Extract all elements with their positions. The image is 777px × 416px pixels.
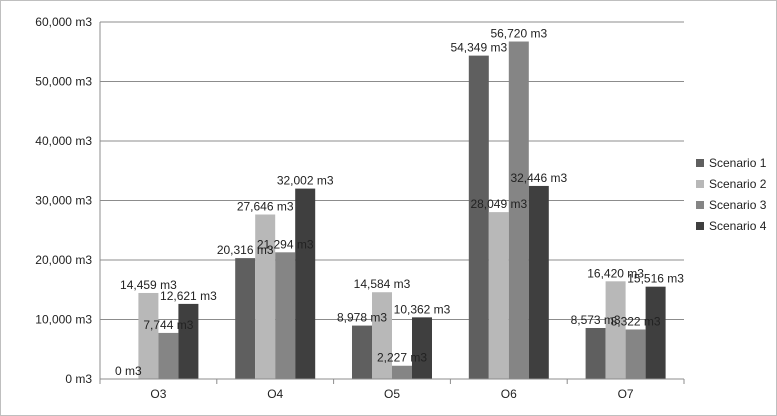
x-tick-label: O4 [267,387,283,401]
bar [158,332,179,379]
data-label: 15,516 m3 [627,272,684,286]
data-label: 32,002 m3 [277,174,334,188]
data-label: 56,720 m3 [490,27,547,41]
data-label: 10,362 m3 [394,302,451,316]
data-label: 32,446 m3 [510,171,567,185]
legend-swatch [696,201,704,209]
y-tick-label: 30,000 m3 [35,194,92,208]
bar [625,329,646,379]
legend-label: Scenario 3 [709,198,767,212]
bar [372,292,392,379]
bar [275,252,296,379]
bar [392,365,412,379]
bar [645,286,666,379]
data-label: 8,573 m3 [571,313,621,327]
legend: Scenario 1 Scenario 2 Scenario 3 Scenario 4 [696,156,767,233]
y-tick-label: 20,000 m3 [35,253,92,267]
data-label: 27,646 m3 [237,200,294,214]
data-label: 0 m3 [115,364,142,378]
data-label: 2,227 m3 [377,351,427,365]
bar [468,55,489,380]
bar [235,258,256,379]
bar [508,41,529,380]
legend-swatch [696,180,704,188]
bar [528,185,549,379]
data-label: 14,459 m3 [120,278,177,292]
bars [138,41,666,380]
legend-label: Scenario 2 [709,177,767,191]
bar [295,188,316,379]
data-label: 8,322 m3 [611,314,661,328]
x-tick-label: O3 [150,387,166,401]
data-label: 14,584 m3 [354,277,411,291]
data-label: 21,294 m3 [257,237,314,251]
legend-label: Scenario 4 [709,219,767,233]
x-tick-label: O6 [501,387,517,401]
bar [488,212,509,379]
legend-swatch [696,222,704,230]
data-label: 16,420 m3 [587,266,644,280]
legend-swatch [696,159,704,167]
y-tick-label: 0 m3 [65,372,92,386]
x-tick-label: O5 [384,387,400,401]
x-tick-label: O7 [618,387,634,401]
y-tick-label: 10,000 m3 [35,313,92,327]
data-label: 20,316 m3 [217,243,274,257]
y-tick-label: 60,000 m3 [35,15,92,29]
data-label: 54,349 m3 [450,41,507,55]
bar [255,214,276,379]
data-label: 8,978 m3 [337,311,387,325]
data-label: 28,049 m3 [470,197,527,211]
bar [605,281,626,379]
data-label: 12,621 m3 [160,289,217,303]
bar [585,327,606,379]
y-tick-label: 40,000 m3 [35,134,92,148]
axes: 0 m3 10,000 m3 20,000 m3 30,000 m3 40,000 m3… [35,15,685,401]
y-tick-label: 50,000 m3 [35,75,92,89]
data-label: 7,744 m3 [143,318,193,332]
legend-label: Scenario 1 [709,156,767,170]
bar [352,325,372,379]
bar [178,303,199,379]
bar [412,317,432,379]
bar [138,292,159,379]
